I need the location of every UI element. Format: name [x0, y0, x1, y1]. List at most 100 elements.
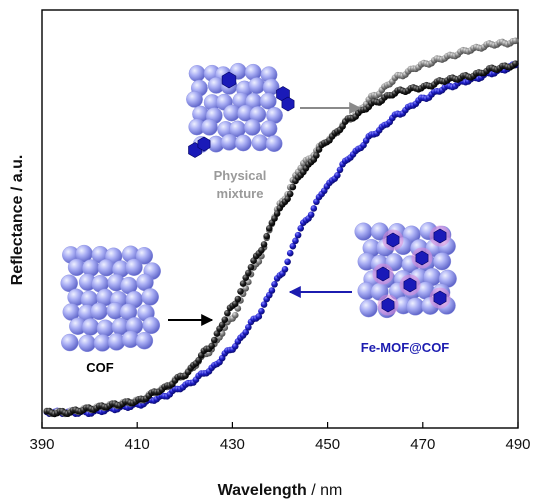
data-point: [211, 336, 218, 344]
physical-mixture-illustration: [186, 62, 295, 158]
fe-mof-crystal: [433, 290, 447, 306]
data-point: [297, 225, 305, 232]
data-point: [271, 215, 278, 222]
data-point: [294, 231, 302, 239]
x-tick-label: 390: [29, 436, 54, 453]
cof-sphere: [234, 134, 252, 152]
data-point: [234, 295, 242, 303]
data-point: [221, 316, 229, 323]
data-point: [245, 269, 252, 277]
data-point: [334, 172, 341, 179]
cof-sphere: [248, 77, 266, 95]
cof-sphere: [260, 120, 278, 138]
x-tick-label: 450: [315, 436, 340, 453]
cof-sphere: [265, 135, 283, 153]
data-point: [284, 258, 291, 266]
data-point: [258, 246, 265, 254]
data-point: [336, 166, 344, 174]
data-point: [310, 205, 318, 212]
data-point: [265, 225, 273, 232]
fe-mof-crystal: [281, 96, 295, 112]
data-point: [284, 195, 291, 203]
data-point: [195, 356, 202, 364]
data-point: [512, 37, 519, 45]
x-axis-title: Wavelength / nm: [218, 482, 343, 499]
cof-sphere: [359, 299, 378, 318]
fe-mof-crystal: [197, 136, 211, 152]
cof-sphere: [141, 288, 159, 306]
cof-label: COF: [86, 360, 114, 375]
data-point: [213, 330, 221, 337]
fe-mof-crystal: [403, 277, 417, 293]
data-point: [224, 309, 231, 317]
data-point: [237, 288, 244, 295]
data-point: [263, 232, 270, 240]
mixture-label-line2: mixture: [217, 186, 264, 201]
data-point: [208, 342, 215, 350]
mixture-label-line1: Physical: [214, 168, 267, 183]
data-point: [289, 242, 297, 250]
x-tick-label: 490: [505, 436, 530, 453]
cof-sphere: [433, 252, 452, 271]
fe-mof-crystal: [415, 250, 429, 266]
data-point: [289, 183, 297, 191]
fe-mof-cof-illustration: [354, 222, 457, 319]
cof-sphere: [135, 332, 154, 350]
fe-mof-crystal: [433, 228, 447, 244]
cof-sphere: [200, 118, 218, 136]
cof-illustration: [60, 244, 161, 352]
data-point: [242, 329, 250, 336]
data-point: [255, 258, 263, 265]
x-tick-label: 410: [125, 436, 150, 453]
data-point: [307, 211, 315, 219]
cof-sphere: [61, 333, 79, 352]
data-point: [512, 60, 519, 67]
cof-sphere: [259, 92, 277, 110]
data-point: [247, 263, 255, 271]
data-point: [231, 311, 239, 319]
cof-sphere: [96, 319, 115, 337]
x-tick-label: 430: [220, 436, 245, 453]
cof-sphere: [125, 258, 143, 276]
cof-sphere: [135, 247, 154, 265]
cof-sphere: [142, 316, 161, 334]
data-point: [281, 266, 289, 273]
cof-sphere: [243, 118, 261, 136]
y-axis-title: Reflectance / a.u.: [9, 155, 26, 286]
series-cof: [43, 60, 519, 418]
data-point: [218, 321, 226, 329]
plot-frame: [41, 9, 519, 429]
series-layer: [43, 37, 519, 418]
x-axis-title-main: Wavelength: [218, 482, 307, 499]
fe-mof-crystal: [376, 266, 390, 282]
data-point: [286, 190, 294, 198]
x-tick-label: 470: [410, 436, 435, 453]
data-point: [258, 307, 265, 315]
cof-sphere: [90, 302, 108, 320]
data-point: [271, 280, 278, 288]
x-axis-title-unit: / nm: [307, 482, 343, 499]
cof-sphere: [81, 318, 100, 336]
x-axis-ticks: 390 410 430 450 470 490: [29, 422, 531, 453]
data-point: [245, 323, 252, 331]
data-point: [292, 237, 299, 245]
data-point: [286, 249, 294, 257]
data-point: [239, 280, 247, 287]
data-point: [255, 313, 263, 320]
cof-sphere: [354, 222, 373, 241]
data-point: [231, 343, 239, 350]
data-point: [313, 152, 320, 159]
fe-mof-cof-label: Fe-MOF@COF: [361, 340, 450, 355]
data-point: [260, 241, 268, 248]
cof-sphere: [60, 274, 78, 292]
data-point: [268, 287, 276, 294]
fe-mof-crystal: [381, 297, 395, 313]
fe-mof-crystal: [386, 232, 400, 248]
data-point: [260, 301, 268, 308]
cof-sphere: [78, 334, 96, 352]
cof-sphere: [188, 65, 206, 82]
data-point: [273, 210, 281, 217]
cof-sphere: [186, 90, 203, 108]
fe-mof-crystal: [221, 71, 237, 89]
